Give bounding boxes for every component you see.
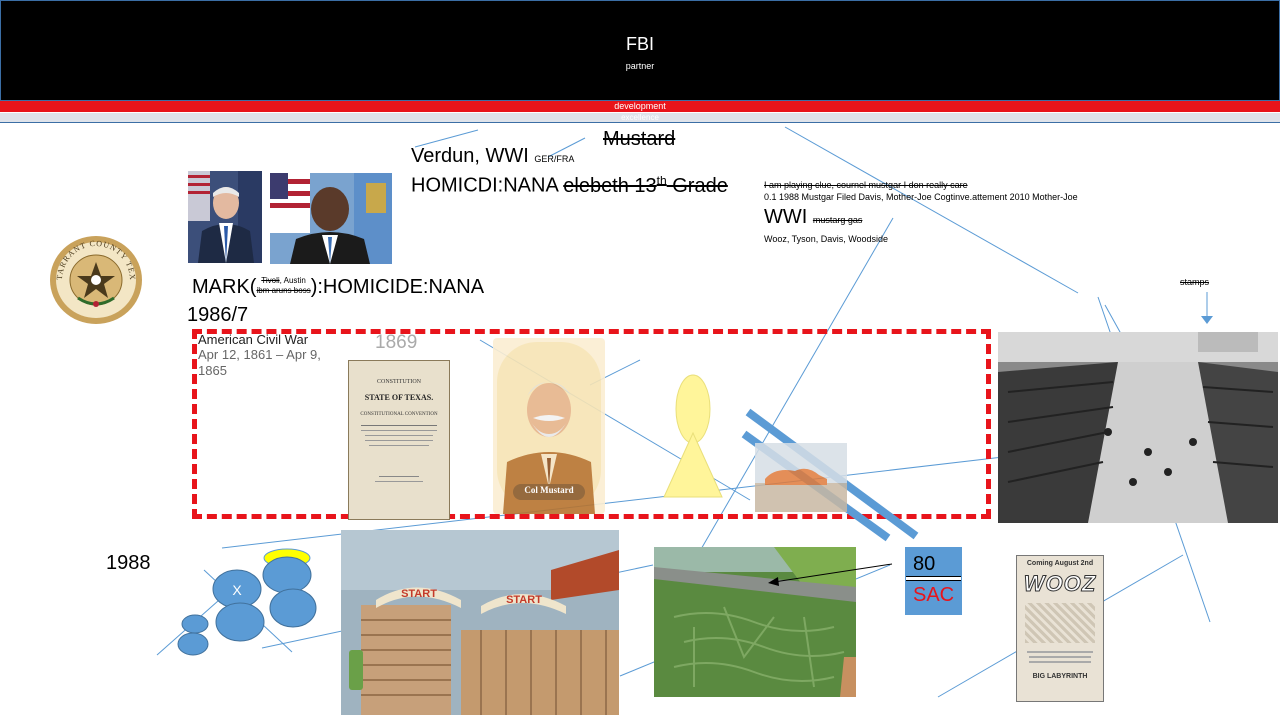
homicide-struck-a: elebeth 13 — [563, 174, 657, 197]
constitution-line-1: CONSTITUTION — [377, 379, 421, 385]
mark-bottom-struck: ibm aruns boss — [256, 285, 311, 295]
portrait-photo-2 — [270, 173, 392, 264]
route-box-sac: SAC — [913, 584, 955, 606]
mark-prefix: MARK( — [192, 276, 257, 298]
arrowhead — [1201, 316, 1213, 324]
header-title: FBI — [625, 34, 654, 54]
car-photo — [755, 443, 847, 512]
wwi-small-struck: mustarg gas — [812, 215, 863, 225]
mark-top-struck: Tivoli — [261, 275, 280, 285]
verdun-small-text: GER/FRA — [534, 154, 575, 164]
corn-maze-photo — [654, 547, 856, 697]
col-mustard-label: Col Mustard — [524, 485, 574, 495]
corn-maze-graphic — [654, 547, 856, 697]
red-band — [0, 101, 1280, 112]
route-box-divider — [906, 576, 961, 581]
poster-title: WOOZ — [1023, 571, 1097, 597]
homicide-struck-sup: th — [656, 173, 667, 187]
homicide-struck: elebeth 13th Grade — [563, 173, 728, 197]
stamps-text: stamps — [1180, 277, 1210, 287]
maze-pointer-arrow — [768, 563, 893, 586]
homicide-note: HOMICDI:NANA elebeth 13th Grade — [411, 173, 728, 198]
red-band-text: development — [614, 101, 666, 111]
circle-cluster — [177, 548, 317, 656]
mark-note: MARK(Tivoli, Austin ibm aruns boss):HOMIC… — [192, 276, 484, 299]
mustard-struck-text: Mustard — [603, 128, 676, 150]
connector-line — [784, 126, 1079, 294]
mark-stack: Tivoli, Austin ibm aruns boss — [256, 276, 310, 296]
header-banner — [0, 0, 1280, 101]
year-1986: 1986/7 — [187, 304, 249, 326]
col-mustard-card: Col Mustard — [493, 338, 605, 514]
clue-line-2: 0.1 1988 Mustgar Filed Davis, Mother-Joe… — [764, 192, 1078, 202]
wooz-poster: Coming August 2nd WOOZ BIG LABYRINTH — [1016, 555, 1104, 702]
poster-top-text: Coming August 2nd — [1026, 560, 1094, 567]
header-subtitle: partner — [625, 61, 655, 71]
yellow-pawn — [663, 374, 723, 498]
verdun-note: Verdun, WWI GER/FRA — [411, 145, 574, 168]
circle-x-label: X — [232, 582, 242, 598]
start-sign-text-2: START — [506, 594, 542, 606]
start-sign-graphic — [341, 530, 619, 715]
col-mustard-graphic — [497, 342, 601, 514]
verdun-text: Verdun, WWI — [411, 145, 529, 167]
county-seal: TARRANT COUNTY TEXAS — [45, 227, 144, 326]
constitution-line-2: STATE OF TEXAS. — [364, 393, 434, 402]
connector-line — [414, 129, 479, 148]
names-text: Wooz, Tyson, Davis, Woodside — [764, 234, 889, 244]
start-sign-text-1: START — [401, 588, 437, 600]
year-1988: 1988 — [106, 552, 151, 574]
civil-war-title: American Civil War — [198, 332, 309, 347]
poster-bottom-text: BIG LABYRINTH — [1032, 673, 1088, 680]
seal-graphic: TARRANT COUNTY TEXAS — [45, 227, 142, 324]
grey-band — [0, 113, 1280, 123]
wwi-note: WWI mustarg gas — [764, 206, 862, 229]
dashed-highlight-box — [192, 329, 991, 519]
clue-struck-text: I am playing clue, cournel mustgar I don… — [764, 180, 968, 190]
connector-line — [547, 137, 586, 158]
year-1869: 1869 — [375, 332, 418, 353]
constitution-book-image: CONSTITUTION STATE OF TEXAS. CONSTITUTIO… — [348, 360, 450, 520]
portrait-2-graphic — [270, 173, 392, 264]
stockyard-photo — [998, 332, 1278, 523]
homicide-prefix: HOMICDI:NANA — [411, 174, 558, 197]
stockyard-graphic — [998, 332, 1278, 523]
civil-war-dates: Apr 12, 1861 – Apr 9, 1865 — [198, 347, 321, 378]
constitution-line-3: CONSTITUTIONAL CONVENTION — [360, 412, 438, 417]
car-graphic — [755, 443, 847, 512]
portrait-1-graphic — [188, 171, 262, 263]
wwi-text: WWI — [764, 206, 808, 228]
homicide-struck-b: Grade — [666, 174, 728, 197]
route-box — [905, 547, 962, 615]
mark-suffix: ):HOMICIDE:NANA — [310, 276, 485, 298]
connector-line — [692, 217, 894, 564]
portrait-photo-1 — [188, 171, 262, 263]
mark-top: , Austin — [279, 275, 306, 285]
grey-band-text: excellence — [621, 113, 659, 122]
start-sign-photo: START START — [341, 530, 619, 715]
route-box-80: 80 — [913, 553, 936, 575]
